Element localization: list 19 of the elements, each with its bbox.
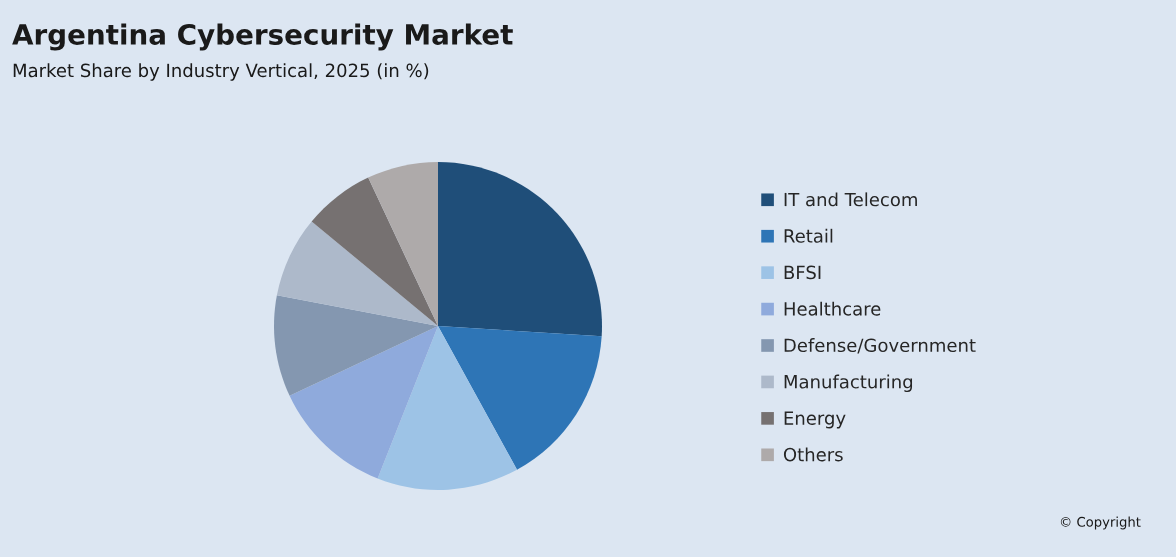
pie-slice bbox=[438, 326, 602, 470]
chart-subtitle: Market Share by Industry Vertical, 2025 (in %) bbox=[13, 63, 429, 81]
pie-slice bbox=[438, 162, 602, 337]
pie-slice bbox=[274, 295, 438, 396]
legend-label: IT and Telecom bbox=[784, 192, 917, 207]
legend-label: Defense/Government bbox=[784, 338, 976, 354]
pie-slice bbox=[311, 177, 438, 326]
legend-label: BFSI bbox=[784, 265, 821, 280]
legend-label: Healthcare bbox=[784, 301, 881, 316]
legend-label: Others bbox=[783, 447, 843, 462]
pie-slice bbox=[377, 326, 518, 490]
pie-slice bbox=[368, 162, 438, 326]
legend-label: Manufacturing bbox=[784, 374, 913, 393]
text: © Copyright bbox=[1060, 516, 1141, 530]
pie-slice bbox=[289, 326, 438, 479]
pie-slice bbox=[276, 221, 438, 326]
legend-label: Retail bbox=[784, 228, 833, 243]
chart-title: Argentina Cybersecurity Market bbox=[12, 23, 513, 51]
legend-label: Energy bbox=[784, 411, 846, 429]
